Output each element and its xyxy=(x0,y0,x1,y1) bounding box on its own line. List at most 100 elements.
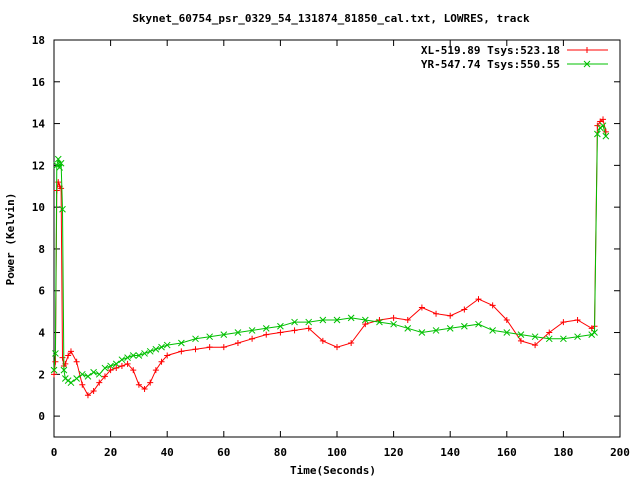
data-point xyxy=(248,327,256,334)
data-point xyxy=(545,335,553,343)
data-point xyxy=(147,379,154,386)
data-point xyxy=(55,179,62,186)
x-tick-label: 60 xyxy=(217,446,230,459)
y-tick-label: 12 xyxy=(32,159,45,172)
data-point xyxy=(475,320,482,328)
y-axis: 0 2 4 6 8 10 12 14 16 18 xyxy=(32,34,620,423)
data-point xyxy=(59,205,66,213)
data-point xyxy=(51,371,57,378)
data-point xyxy=(475,296,482,303)
data-point xyxy=(591,329,598,336)
data-point xyxy=(291,327,298,334)
data-point xyxy=(574,316,581,323)
data-point xyxy=(319,316,327,324)
data-point xyxy=(118,356,126,364)
data-point xyxy=(73,375,80,382)
data-point xyxy=(107,367,114,374)
data-point xyxy=(54,155,62,163)
data-point xyxy=(588,331,596,338)
data-point xyxy=(220,331,228,338)
data-point xyxy=(130,367,137,374)
x-tick-label: 0 xyxy=(51,446,58,459)
data-point xyxy=(220,344,227,351)
data-point xyxy=(596,124,604,132)
data-point xyxy=(305,318,313,326)
y-tick-label: 2 xyxy=(38,368,45,381)
data-point xyxy=(60,366,68,374)
data-point xyxy=(404,324,412,332)
data-point xyxy=(164,352,171,359)
data-point xyxy=(390,314,397,321)
data-point xyxy=(532,342,539,349)
y-tick-label: 0 xyxy=(38,410,45,423)
data-point xyxy=(560,319,567,326)
data-point xyxy=(531,333,539,341)
data-point xyxy=(277,329,284,336)
data-point xyxy=(96,379,103,386)
data-point xyxy=(52,350,59,357)
x-tick-label: 80 xyxy=(274,446,287,459)
data-point xyxy=(447,312,454,319)
data-point xyxy=(141,350,148,357)
data-point xyxy=(433,310,440,317)
data-point xyxy=(135,381,142,388)
data-point xyxy=(334,344,340,351)
chart-title: Skynet_60754_psr_0329_54_131874_81850_ca… xyxy=(132,12,530,25)
data-point xyxy=(319,337,326,344)
legend-label: XL-519.89 Tsys:523.18 xyxy=(421,44,560,57)
x-tick-label: 140 xyxy=(440,446,460,459)
series-yr xyxy=(50,122,610,387)
data-point xyxy=(107,362,114,370)
data-point xyxy=(146,347,154,355)
plot-frame xyxy=(53,39,621,438)
data-point xyxy=(177,339,185,347)
data-point xyxy=(418,304,425,311)
data-point xyxy=(141,385,148,392)
data-point xyxy=(158,358,165,365)
data-point xyxy=(192,346,199,353)
data-point xyxy=(503,316,510,323)
x-tick-label: 160 xyxy=(497,446,517,459)
data-point xyxy=(594,130,601,138)
data-point xyxy=(90,368,97,376)
data-point xyxy=(234,339,241,346)
data-point xyxy=(124,360,131,367)
data-point xyxy=(600,116,607,123)
data-point xyxy=(277,322,284,330)
data-point xyxy=(135,352,143,359)
data-point xyxy=(517,337,524,344)
data-point xyxy=(489,302,496,309)
data-point xyxy=(461,306,468,313)
data-point xyxy=(53,162,61,169)
x-tick-label: 20 xyxy=(104,446,117,459)
data-point xyxy=(118,362,125,369)
data-point xyxy=(446,324,454,332)
data-point xyxy=(67,348,74,355)
data-point xyxy=(152,345,160,353)
data-point xyxy=(333,316,341,324)
y-tick-label: 10 xyxy=(32,201,45,214)
data-point xyxy=(192,335,199,343)
series-layer xyxy=(50,116,610,399)
data-point xyxy=(599,122,607,130)
data-point xyxy=(206,344,213,351)
data-point xyxy=(594,122,601,129)
y-axis-label: Power (Kelvin) xyxy=(4,193,17,286)
data-point xyxy=(305,325,312,332)
data-point xyxy=(263,331,270,338)
data-point xyxy=(517,331,525,338)
data-point xyxy=(64,377,72,384)
data-point xyxy=(57,159,65,167)
data-point xyxy=(503,329,511,336)
data-point xyxy=(158,343,165,351)
y-tick-label: 18 xyxy=(32,34,45,47)
data-point xyxy=(178,348,185,355)
x-axis: 0 20 40 60 80 100 120 140 160 180 200 xyxy=(51,40,630,459)
data-point xyxy=(84,392,91,399)
data-point xyxy=(262,324,270,332)
legend-marker xyxy=(583,60,591,68)
data-point xyxy=(67,379,75,387)
data-point xyxy=(78,370,86,378)
data-point xyxy=(112,360,120,368)
